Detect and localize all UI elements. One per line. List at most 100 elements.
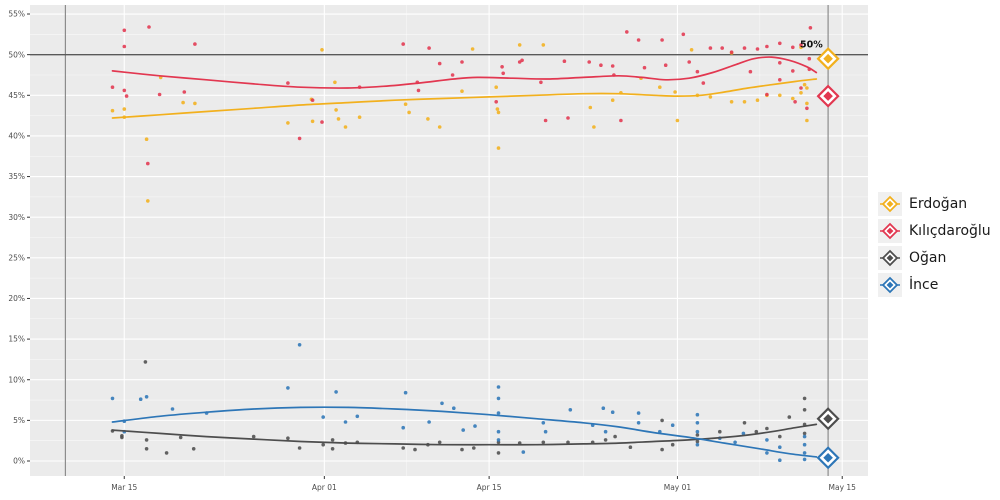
scatter-point-oğan — [286, 436, 290, 441]
scatter-point-kılıçdaroğlu — [791, 69, 795, 73]
scatter-point-erdoğan — [403, 102, 408, 106]
scatter-point-kılıçdaroğlu — [708, 46, 713, 50]
scatter-point-oğan — [670, 442, 675, 447]
scatter-point-kılıçdaroğlu — [799, 86, 803, 90]
scatter-point-kılıçdaroğlu — [122, 88, 127, 93]
scatter-point-kılıçdaroğlu — [122, 44, 127, 49]
scatter-point-erdoğan — [193, 101, 197, 106]
scatter-point-oğan — [787, 415, 792, 419]
legend-item-ince: İnce — [878, 273, 991, 297]
scatter-point-oğan — [765, 426, 769, 431]
scatter-point-i̇nce — [670, 423, 675, 428]
scatter-point-oğan — [164, 451, 169, 455]
scatter-point-kılıçdaroğlu — [562, 59, 567, 63]
scatter-point-oğan — [144, 438, 149, 442]
scatter-point-erdoğan — [588, 105, 593, 110]
scatter-point-kılıçdaroğlu — [124, 94, 129, 98]
scatter-point-kılıçdaroğlu — [778, 61, 782, 65]
scatter-point-kılıçdaroğlu — [729, 50, 734, 54]
y-tick-label: 10% — [8, 375, 25, 384]
scatter-point-oğan — [660, 447, 664, 452]
scatter-point-kılıçdaroğlu — [619, 118, 623, 123]
scatter-point-kılıçdaroğlu — [625, 30, 629, 34]
scatter-point-erdoğan — [320, 48, 324, 52]
scatter-point-oğan — [742, 421, 747, 425]
scatter-point-kılıçdaroğlu — [660, 38, 664, 42]
scatter-point-i̇nce — [601, 406, 606, 411]
scatter-point-i̇nce — [496, 429, 501, 434]
scatter-point-erdoğan — [146, 199, 150, 203]
scatter-point-kılıçdaroğlu — [501, 71, 506, 76]
scatter-point-oğan — [144, 447, 149, 451]
scatter-point-i̇nce — [636, 411, 641, 415]
plot-panel — [30, 5, 868, 476]
scatter-point-erdoğan — [658, 85, 662, 89]
scatter-point-i̇nce — [733, 440, 737, 445]
legend: Erdoğan Kılıçdaroğlu Oğan İnce — [878, 192, 991, 297]
scatter-point-i̇nce — [521, 450, 526, 454]
scatter-point-erdoğan — [675, 118, 680, 123]
scatter-point-oğan — [695, 433, 700, 437]
scatter-point-kılıçdaroğlu — [122, 28, 127, 33]
scatter-point-oğan — [802, 431, 807, 436]
scatter-point-kılıçdaroğlu — [642, 65, 647, 70]
scatter-point-kılıçdaroğlu — [401, 42, 406, 46]
trend-line-i̇nce — [111, 406, 818, 458]
scatter-point-i̇nce — [543, 429, 548, 434]
trend-line-erdoğan — [111, 78, 818, 119]
scatter-point-i̇nce — [695, 429, 700, 434]
scatter-point-i̇nce — [452, 406, 456, 411]
scatter-point-kılıçdaroğlu — [765, 92, 769, 97]
scatter-point-oğan — [613, 434, 617, 439]
kilicdaroglu-diamond-icon — [878, 219, 902, 243]
scatter-point-kılıçdaroğlu — [742, 46, 747, 50]
legend-item-ogan: Oğan — [878, 246, 991, 270]
legend-item-erdogan: Erdoğan — [878, 192, 991, 216]
y-tick-label: 40% — [8, 132, 25, 141]
scatter-point-kılıçdaroğlu — [157, 92, 162, 97]
scatter-point-erdoğan — [592, 125, 596, 129]
x-tick-label: May 01 — [664, 483, 692, 492]
scatter-point-erdoğan — [495, 107, 500, 111]
scatter-point-oğan — [297, 446, 302, 450]
scatter-point-oğan — [401, 446, 406, 450]
scatter-point-kılıçdaroğlu — [805, 106, 809, 111]
scatter-point-kılıçdaroğlu — [587, 60, 591, 64]
scatter-point-oğan — [472, 446, 476, 450]
scatter-point-kılıçdaroğlu — [182, 90, 187, 94]
scatter-point-kılıçdaroğlu — [755, 47, 760, 51]
scatter-point-oğan — [802, 408, 807, 412]
scatter-point-kılıçdaroğlu — [416, 88, 421, 93]
scatter-point-oğan — [778, 434, 782, 439]
legend-label-erdogan: Erdoğan — [909, 196, 968, 212]
scatter-point-oğan — [413, 447, 417, 452]
scatter-point-erdoğan — [610, 98, 615, 102]
scatter-point-erdoğan — [334, 108, 338, 112]
scatter-point-oğan — [191, 447, 196, 451]
scatter-point-i̇nce — [695, 442, 700, 447]
scatter-point-kılıçdaroğlu — [701, 81, 706, 85]
scatter-point-oğan — [566, 440, 570, 445]
scatter-point-i̇nce — [568, 408, 573, 412]
scatter-point-oğan — [120, 435, 124, 440]
scatter-point-kılıçdaroğlu — [681, 32, 686, 37]
scatter-point-i̇nce — [603, 429, 608, 434]
scatter-point-erdoğan — [517, 43, 522, 47]
scatter-point-oğan — [143, 360, 148, 364]
scatter-point-erdoğan — [144, 137, 149, 141]
scatter-point-i̇nce — [778, 445, 782, 450]
scatter-point-kılıçdaroğlu — [146, 161, 150, 166]
scatter-point-i̇nce — [403, 390, 408, 395]
scatter-point-i̇nce — [355, 414, 360, 419]
scatter-point-kılıçdaroğlu — [500, 65, 504, 69]
scatter-point-kılıçdaroğlu — [807, 56, 812, 61]
scatter-point-i̇nce — [695, 421, 700, 425]
legend-item-kilicdaroglu: Kılıçdaroğlu — [878, 219, 991, 243]
scatter-point-erdoğan — [470, 47, 475, 51]
scatter-point-i̇nce — [778, 458, 782, 463]
scatter-point-kılıçdaroğlu — [748, 69, 753, 74]
scatter-point-i̇nce — [765, 451, 769, 455]
ince-diamond-icon — [878, 273, 902, 297]
scatter-point-erdoğan — [333, 80, 337, 85]
scatter-point-oğan — [437, 440, 442, 445]
